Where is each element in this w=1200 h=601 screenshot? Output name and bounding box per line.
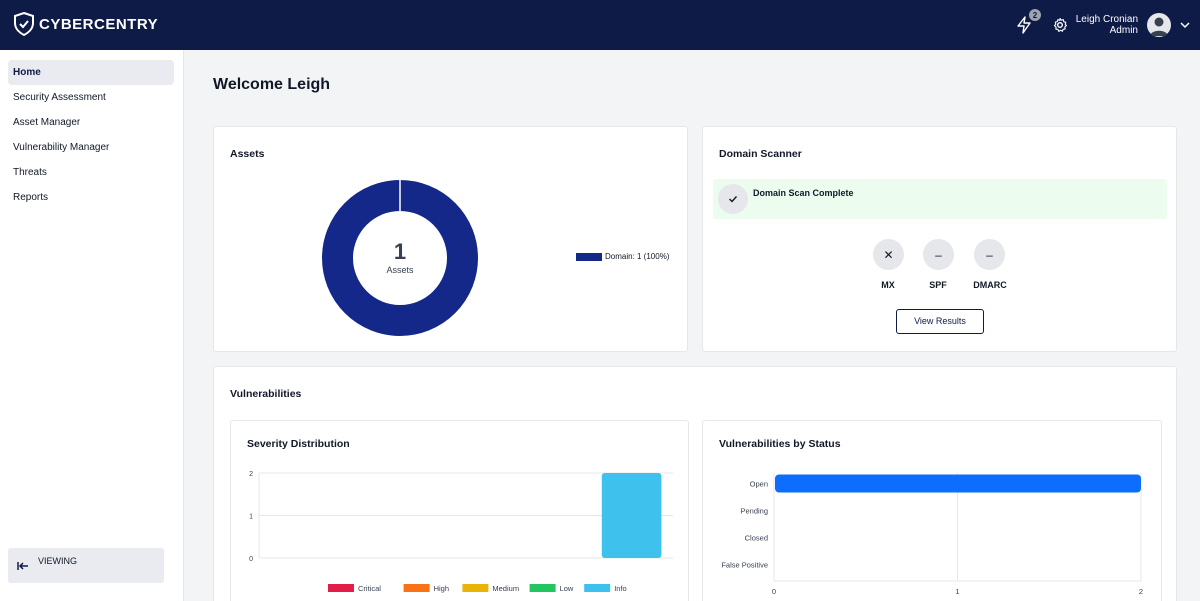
checkmark-icon — [729, 196, 738, 203]
x-tick-label: 2 — [1139, 587, 1143, 596]
legend-label-info: Info — [614, 584, 627, 593]
vulnerabilities-card: Vulnerabilities Severity Distribution 0 1… — [213, 366, 1177, 601]
page-title: Welcome Leigh — [213, 76, 331, 93]
sidebar-item-threats[interactable]: Threats — [13, 167, 47, 178]
user-name: Leigh Cronian — [1075, 14, 1138, 25]
viewing-switcher[interactable]: VIEWING — [8, 548, 164, 583]
brand-logo[interactable]: CYBERCENTRY — [13, 12, 158, 36]
legend-label-low: Low — [560, 584, 574, 593]
y-tick-label: 1 — [249, 514, 253, 521]
legend-label-medium: Medium — [492, 584, 519, 593]
assets-card: Assets 1 Assets Domain: 1 (100%) — [213, 126, 688, 352]
x-tick-label: 1 — [955, 587, 959, 596]
y-tick-label: 0 — [249, 556, 253, 563]
spf-label: SPF — [929, 280, 947, 290]
severity-bar-chart: 0 1 2 Critical High Medium Low Info — [249, 471, 673, 593]
y-tick-label: Closed — [745, 534, 768, 543]
dmarc-status-icon: – — [974, 239, 1005, 270]
legend-swatch-domain — [576, 253, 602, 261]
status-chart-card: Vulnerabilities by Status 0 1 2 Open Pending… — [702, 420, 1162, 601]
dmarc-label: DMARC — [973, 280, 1007, 290]
x-tick-label: 0 — [772, 587, 776, 596]
viewing-label: VIEWING — [38, 556, 78, 566]
sidebar-item-security-assessment[interactable]: Security Assessment — [13, 92, 106, 103]
user-menu-toggle[interactable] — [1179, 18, 1191, 36]
domain-scanner-title: Domain Scanner — [719, 148, 802, 160]
scan-status-indicator — [718, 184, 748, 214]
gear-icon — [1053, 17, 1068, 32]
legend-swatch-medium — [462, 584, 489, 592]
bar-info — [601, 473, 662, 558]
shield-icon — [14, 12, 34, 36]
y-tick-label: Pending — [740, 507, 768, 516]
bar-open — [775, 474, 1141, 493]
user-info[interactable]: Leigh Cronian Admin — [1076, 14, 1138, 36]
assets-total: 1 — [394, 239, 406, 264]
mx-status-icon: ✕ — [873, 239, 904, 270]
severity-chart-title: Severity Distribution — [247, 438, 350, 450]
y-tick-label: Open — [750, 480, 768, 489]
lightning-icon — [1017, 16, 1031, 34]
legend-swatch-low — [529, 584, 556, 592]
assets-title: Assets — [230, 148, 265, 160]
scan-status-text: Domain Scan Complete — [753, 188, 854, 198]
status-bar-chart: 0 1 2 Open Pending Closed False Positive — [721, 473, 1143, 596]
notification-count-badge: 2 — [1029, 9, 1041, 21]
view-results-button[interactable]: View Results — [896, 309, 984, 334]
sidebar: Home Security Assessment Asset Manager V… — [0, 50, 184, 601]
assets-donut-chart: 1 Assets — [322, 180, 478, 336]
sidebar-item-reports[interactable]: Reports — [13, 192, 49, 203]
scan-status-banner: Domain Scan Complete — [713, 179, 1167, 219]
sidebar-item-vulnerability-manager[interactable]: Vulnerability Manager — [13, 142, 110, 153]
top-bar: CYBERCENTRY 2 Leigh Cronian Admin — [0, 0, 1200, 50]
user-icon — [1150, 17, 1168, 36]
legend-label-critical: Critical — [358, 584, 381, 593]
settings-button[interactable] — [1049, 14, 1071, 36]
vulnerabilities-title: Vulnerabilities — [230, 388, 302, 400]
user-role: Admin — [1109, 25, 1138, 36]
avatar[interactable] — [1147, 13, 1171, 37]
legend-label-high: High — [434, 584, 449, 593]
brand-name: CYBERCENTRY — [39, 15, 159, 33]
legend-label-domain: Domain: 1 (100%) — [605, 252, 670, 261]
y-tick-label: False Positive — [721, 561, 768, 570]
assets-total-label: Assets — [386, 265, 414, 275]
spf-status-icon: – — [923, 239, 954, 270]
notifications-button[interactable]: 2 — [1013, 9, 1041, 36]
status-chart-title: Vulnerabilities by Status — [719, 438, 841, 450]
y-tick-label: 2 — [249, 471, 253, 478]
sidebar-item-asset-manager[interactable]: Asset Manager — [13, 117, 81, 128]
domain-scanner-card: Domain Scanner Domain Scan Complete ✕ – … — [702, 126, 1177, 352]
mx-label: MX — [881, 280, 895, 290]
legend-swatch-high — [403, 584, 430, 592]
chevron-down-icon — [1180, 22, 1190, 29]
legend-swatch-info — [584, 584, 611, 592]
severity-distribution-card: Severity Distribution 0 1 2 Critical High Med… — [230, 420, 689, 601]
exit-arrow-icon — [17, 562, 28, 570]
legend-swatch-critical — [328, 584, 354, 592]
sidebar-item-home[interactable]: Home — [8, 60, 174, 85]
